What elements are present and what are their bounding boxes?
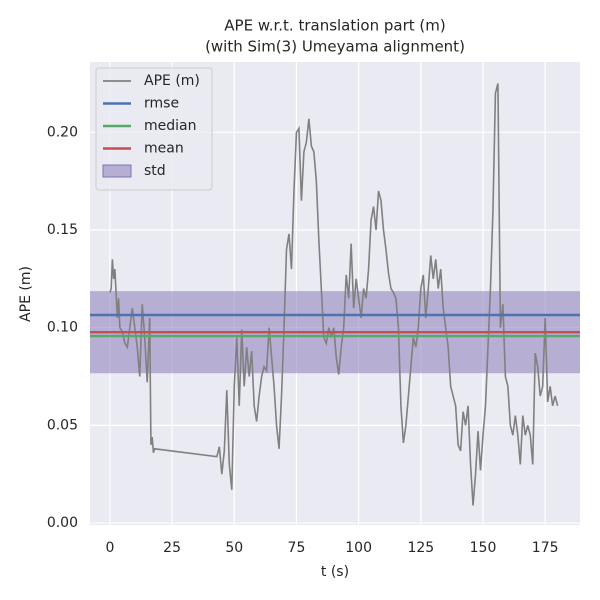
ape-line <box>109 83 559 506</box>
legend-label: median <box>144 118 196 134</box>
x-tick-label: 150 <box>470 540 497 556</box>
x-tick-label: 0 <box>105 540 114 556</box>
x-tick-label: 100 <box>345 540 372 556</box>
y-tick-label: 0.10 <box>47 320 78 336</box>
legend-label: mean <box>144 141 184 157</box>
labels: 0 25 50 75 100 125 150 175 0.00 0.05 0.10 0.15 0.20 <box>47 124 559 556</box>
legend: APE (m) rmse median mean std <box>95 67 213 191</box>
x-tick-label: 50 <box>225 540 243 556</box>
x-tick-label: 175 <box>532 540 559 556</box>
legend-label: APE (m) <box>144 73 200 89</box>
y-tick-label: 0.00 <box>47 515 78 531</box>
legend-swatch <box>102 164 132 178</box>
marks <box>90 83 580 506</box>
legend-label: rmse <box>144 96 179 112</box>
y-tick-label: 0.05 <box>47 417 78 433</box>
chart-title: APE w.r.t. translation part (m) <box>224 17 445 35</box>
legend-box <box>95 67 213 191</box>
legend-label: std <box>144 163 166 179</box>
chart-subtitle: (with Sim(3) Umeyama alignment) <box>205 38 465 56</box>
x-tick-label: 75 <box>288 540 306 556</box>
x-tick-label: 25 <box>163 540 181 556</box>
y-axis-label: APE (m) <box>18 266 34 322</box>
y-tick-label: 0.15 <box>47 222 78 238</box>
y-tick-label: 0.20 <box>47 124 78 140</box>
x-tick-label: 125 <box>407 540 434 556</box>
x-axis-label: t (s) <box>321 564 349 580</box>
